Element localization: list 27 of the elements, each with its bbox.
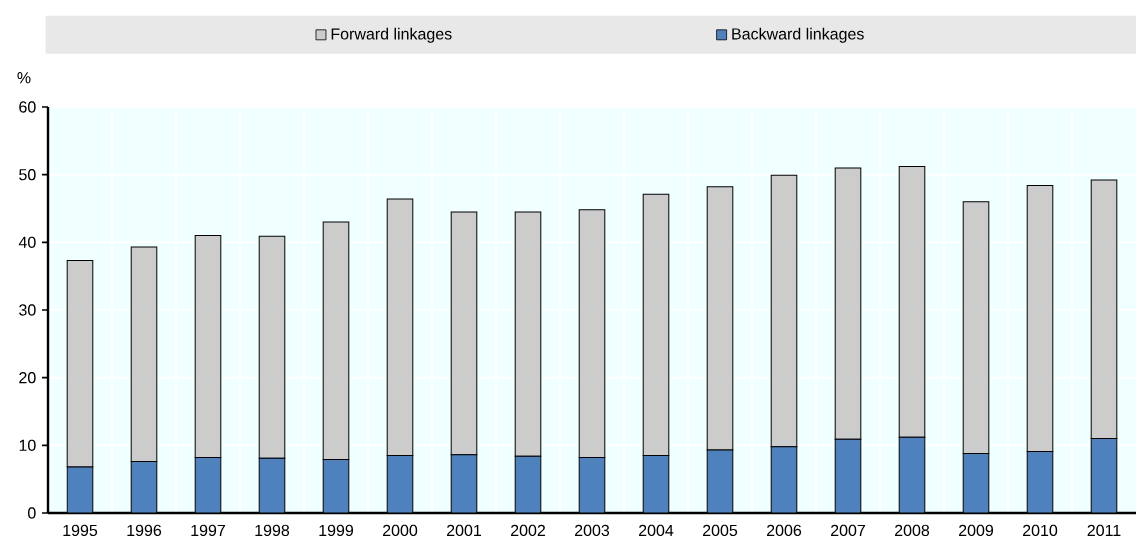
- y-tick-label: 40: [18, 236, 36, 248]
- x-tick-label: 1996: [127, 524, 162, 536]
- x-tick-label: 2010: [1023, 524, 1058, 536]
- legend-label: Backward linkages: [732, 27, 864, 43]
- x-tick-label: 2001: [447, 524, 482, 536]
- y-tick-label: 0: [27, 507, 36, 519]
- y-tick-label: 10: [19, 439, 36, 451]
- legend-label: Forward linkages: [331, 27, 452, 43]
- x-tick-label: 2006: [767, 524, 802, 536]
- x-tick-label: 2008: [895, 524, 930, 536]
- x-tick-label: 1999: [319, 524, 354, 536]
- y-tick-label: 50: [19, 169, 36, 181]
- x-tick-label: 2009: [959, 524, 994, 536]
- x-tick-label: 1997: [191, 524, 225, 536]
- x-tick-label: 2005: [703, 524, 738, 536]
- x-tick-label: 2011: [1087, 524, 1121, 536]
- x-tick-label: 2007: [831, 524, 865, 536]
- x-tick-label: 1995: [63, 524, 98, 536]
- x-tick-label: 2000: [383, 524, 418, 536]
- x-tick-label: 2003: [575, 524, 610, 536]
- y-tick-label: 30: [19, 304, 36, 316]
- y-tick-label: 60: [19, 101, 36, 113]
- x-tick-label: 2004: [639, 524, 674, 536]
- y-tick-label: 20: [19, 372, 36, 384]
- y-axis-title: %: [17, 72, 31, 84]
- x-tick-label: 1998: [255, 524, 290, 536]
- x-tick-label: 2002: [511, 524, 545, 536]
